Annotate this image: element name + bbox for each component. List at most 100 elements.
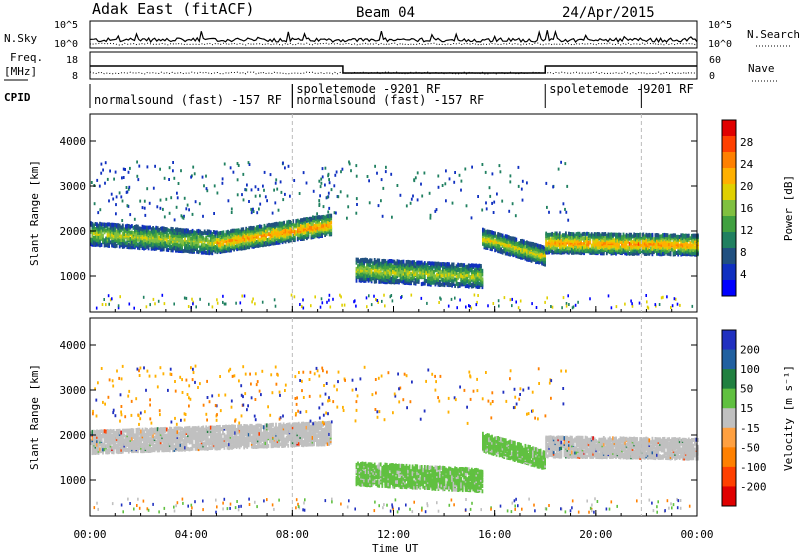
scatter-cell: [356, 279, 358, 283]
scatter-cell: [251, 300, 253, 303]
scatter-cell: [250, 226, 252, 230]
scatter-cell: [133, 307, 135, 310]
scatter-cell: [639, 302, 641, 305]
scatter-cell: [368, 179, 370, 182]
scatter-cell: [275, 182, 277, 185]
scatter-cell: [392, 299, 394, 302]
scatter-cell: [233, 171, 235, 174]
scatter-cell: [648, 249, 650, 253]
scatter-cell: [162, 208, 164, 211]
scatter-cell: [153, 298, 155, 301]
scatter-cell: [265, 195, 267, 198]
scatter-cell: [431, 261, 433, 265]
scatter-cell: [111, 223, 113, 227]
scatter-cell: [108, 199, 110, 202]
scatter-cell: [276, 228, 278, 232]
scatter-cell: [329, 294, 331, 297]
scatter-cell: [417, 171, 419, 174]
scatter-cell: [264, 171, 266, 174]
scatter-cell: [510, 174, 512, 177]
scatter-cell: [493, 302, 495, 305]
scatter-cell: [237, 193, 239, 196]
scatter-cell: [320, 185, 322, 188]
scatter-cell: [144, 207, 146, 210]
scatter-cell: [137, 428, 139, 432]
scatter-cell: [371, 268, 373, 272]
scatter-cell: [326, 301, 328, 304]
scatter-cell: [477, 195, 479, 198]
scatter-cell: [368, 294, 370, 297]
scatter-cell: [176, 192, 178, 195]
scatter-cell: [572, 306, 574, 309]
scatter-cell: [566, 305, 568, 308]
scatter-cell: [577, 301, 579, 304]
scatter-cell: [111, 193, 113, 196]
scatter-cell: [373, 295, 375, 298]
scatter-cell: [406, 204, 408, 207]
scatter-cell: [437, 175, 439, 178]
scatter-cell: [332, 298, 334, 301]
scatter-cell: [347, 195, 349, 198]
scatter-cell: [146, 226, 148, 230]
scatter-cell: [112, 198, 114, 201]
scatter-cell: [381, 178, 383, 181]
scatter-cell: [397, 279, 399, 283]
scatter-cell: [501, 200, 503, 203]
nsearch-trace: [90, 43, 697, 45]
scatter-cell: [181, 214, 183, 217]
scatter-cell: [281, 191, 283, 194]
scatter-cell: [222, 177, 224, 180]
scatter-cell: [502, 249, 504, 253]
scatter-cell: [306, 182, 308, 185]
scatter-cell: [122, 224, 124, 228]
ytick-label: 4000: [60, 135, 87, 148]
scatter-cell: [355, 305, 357, 308]
scatter-cell: [327, 214, 329, 218]
scatter-cell: [192, 166, 194, 169]
scatter-cell: [508, 210, 510, 213]
freq-tick-bottom: 8: [72, 71, 78, 82]
scatter-cell: [102, 430, 104, 434]
scatter-cell: [323, 205, 325, 208]
scatter-cell: [412, 195, 414, 198]
scatter-cell: [231, 208, 233, 211]
scatter-cell: [623, 233, 625, 237]
scatter-cell: [548, 211, 550, 214]
scatter-cell: [198, 250, 200, 254]
freq-unit-label: [MHz]: [4, 65, 37, 78]
scatter-cell: [375, 298, 377, 301]
scatter-cell: [564, 162, 566, 165]
scatter-cell: [102, 169, 104, 172]
scatter-cell: [111, 434, 113, 438]
scatter-cell: [314, 295, 316, 298]
scatter-cell: [560, 211, 562, 214]
scatter-cell: [567, 219, 569, 222]
scatter-cell: [421, 297, 423, 300]
scatter-cell: [328, 207, 330, 210]
scatter-cell: [400, 194, 402, 197]
scatter-cell: [330, 214, 332, 218]
scatter-cell: [471, 216, 473, 219]
scatter-cell: [624, 303, 626, 306]
scatter-cell: [442, 184, 444, 187]
scatter-cell: [207, 229, 209, 233]
scatter-cell: [334, 174, 336, 177]
scatter-cell: [356, 203, 358, 206]
scatter-cell: [187, 204, 189, 207]
scatter-cell: [100, 172, 102, 175]
scatter-cell: [256, 211, 258, 214]
scatter-cell: [327, 211, 329, 214]
scatter-cell: [489, 195, 491, 198]
scatter-cell: [413, 178, 415, 181]
scatter-cell: [138, 165, 140, 168]
scatter-cell: [129, 213, 131, 216]
scatter-cell: [273, 189, 275, 192]
scatter-cell: [190, 176, 192, 179]
scatter-cell: [438, 186, 440, 189]
scatter-cell: [123, 176, 125, 179]
scatter-cell: [397, 268, 399, 272]
scatter-cell: [146, 436, 148, 440]
